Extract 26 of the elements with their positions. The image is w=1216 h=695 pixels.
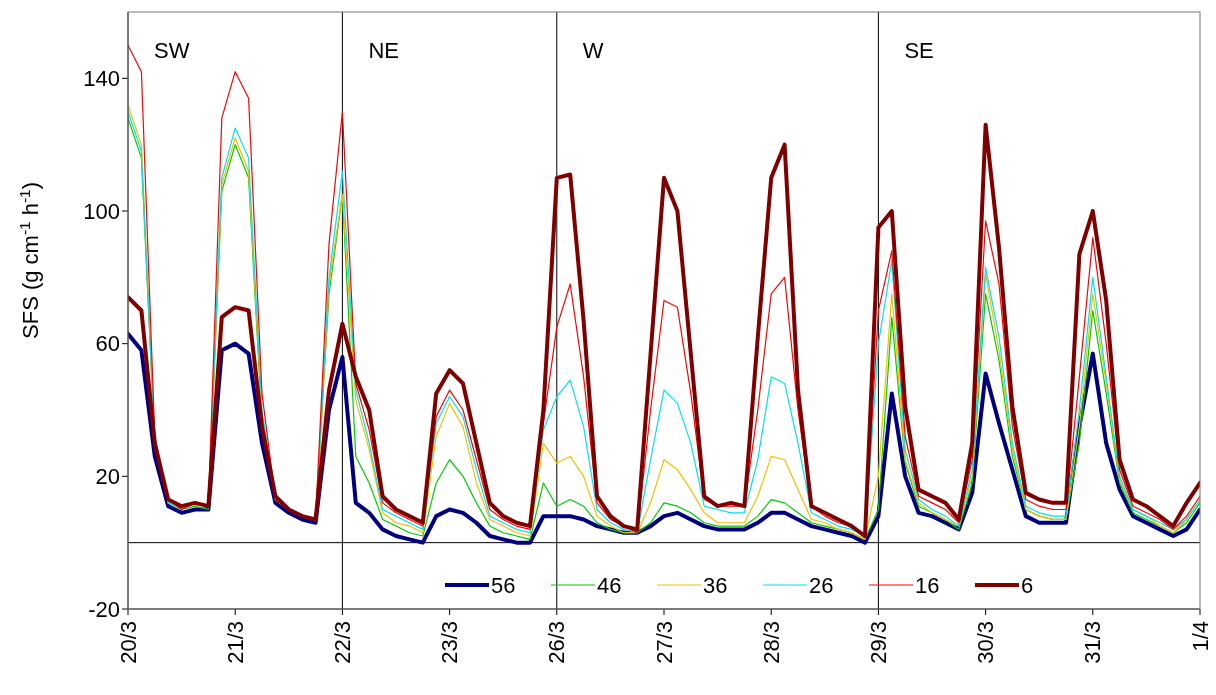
x-tick-label: 29/3 [865, 621, 891, 664]
annotation: NE [368, 38, 399, 63]
y-tick-label: -20 [88, 596, 120, 622]
y-tick-label: 20 [95, 464, 120, 490]
y-tick-label: 100 [83, 198, 120, 224]
legend-label: 26 [809, 573, 834, 598]
legend-label: 46 [597, 573, 622, 598]
legend-label: 6 [1021, 573, 1034, 598]
annotation: SW [154, 38, 190, 63]
x-tick-label: 28/3 [758, 621, 784, 664]
legend-label: 56 [491, 573, 516, 598]
y-tick-label: 140 [83, 66, 120, 92]
legend-label: 36 [703, 573, 728, 598]
x-tick-label: 27/3 [651, 621, 677, 664]
x-tick-label: 31/3 [1080, 621, 1106, 664]
x-tick-label: 26/3 [544, 621, 570, 664]
x-tick-label: 23/3 [437, 621, 463, 664]
x-tick-label: 20/3 [115, 621, 141, 664]
x-tick-label: 21/3 [222, 621, 248, 664]
legend-label: 16 [915, 573, 940, 598]
x-tick-label: 30/3 [973, 621, 999, 664]
annotation: SE [904, 38, 934, 63]
x-tick-label: 22/3 [329, 621, 355, 664]
x-tick-label: 1/4 [1187, 621, 1213, 652]
annotation: W [582, 38, 604, 63]
y-tick-label: 60 [95, 331, 120, 357]
